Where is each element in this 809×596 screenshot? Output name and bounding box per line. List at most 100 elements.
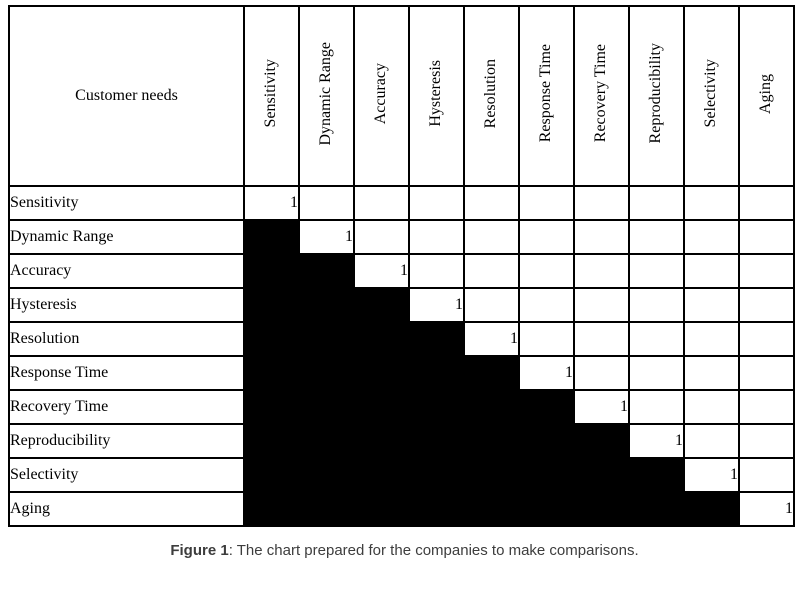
row-label-aging: Aging <box>8 491 245 527</box>
empty-cell-response-time-selectivity <box>683 355 740 391</box>
empty-cell-sensitivity-recovery-time <box>573 185 630 221</box>
table-row-selectivity: Selectivity 1 <box>8 457 795 493</box>
header-row: Customer needs Sensitivity Dynamic Range A… <box>8 5 795 187</box>
empty-cell-accuracy-selectivity <box>683 253 740 289</box>
column-header-label: Aging <box>757 73 775 114</box>
column-header-reproducibility: Reproducibility <box>628 5 685 187</box>
filled-cell-recovery-time-dynamic-range <box>298 389 355 425</box>
diagonal-cell-hysteresis: 1 <box>408 287 465 323</box>
table-row-accuracy: Accuracy 1 <box>8 253 795 289</box>
filled-cell-accuracy-dynamic-range <box>298 253 355 289</box>
empty-cell-hysteresis-aging <box>738 287 795 323</box>
comparison-matrix-table: Customer needs Sensitivity Dynamic Range A… <box>8 5 795 527</box>
empty-cell-reproducibility-aging <box>738 423 795 459</box>
column-header-label: Dynamic Range <box>317 41 335 146</box>
row-label-response-time: Response Time <box>8 355 245 391</box>
filled-cell-aging-selectivity <box>683 491 740 527</box>
diagonal-cell-reproducibility: 1 <box>628 423 685 459</box>
column-header-dynamic-range: Dynamic Range <box>298 5 355 187</box>
empty-cell-accuracy-resolution <box>463 253 520 289</box>
filled-cell-recovery-time-sensitivity <box>243 389 300 425</box>
filled-cell-selectivity-sensitivity <box>243 457 300 493</box>
row-label-accuracy: Accuracy <box>8 253 245 289</box>
filled-cell-reproducibility-dynamic-range <box>298 423 355 459</box>
diagonal-cell-recovery-time: 1 <box>573 389 630 425</box>
filled-cell-aging-reproducibility <box>628 491 685 527</box>
empty-cell-sensitivity-response-time <box>518 185 575 221</box>
column-header-response-time: Response Time <box>518 5 575 187</box>
empty-cell-resolution-recovery-time <box>573 321 630 357</box>
column-header-sensitivity: Sensitivity <box>243 5 300 187</box>
table-row-dynamic-range: Dynamic Range 1 <box>8 219 795 255</box>
empty-cell-accuracy-aging <box>738 253 795 289</box>
filled-cell-resolution-accuracy <box>353 321 410 357</box>
filled-cell-hysteresis-sensitivity <box>243 287 300 323</box>
empty-cell-sensitivity-aging <box>738 185 795 221</box>
row-label-selectivity: Selectivity <box>8 457 245 493</box>
figure-caption-text: : The chart prepared for the companies t… <box>228 542 639 559</box>
filled-cell-recovery-time-accuracy <box>353 389 410 425</box>
empty-cell-dynamic-range-recovery-time <box>573 219 630 255</box>
column-header-selectivity: Selectivity <box>683 5 740 187</box>
filled-cell-response-time-hysteresis <box>408 355 465 391</box>
diagonal-cell-sensitivity: 1 <box>243 185 300 221</box>
filled-cell-aging-accuracy <box>353 491 410 527</box>
empty-cell-accuracy-response-time <box>518 253 575 289</box>
filled-cell-dynamic-range-sensitivity <box>243 219 300 255</box>
filled-cell-response-time-accuracy <box>353 355 410 391</box>
row-label-reproducibility: Reproducibility <box>8 423 245 459</box>
filled-cell-aging-response-time <box>518 491 575 527</box>
filled-cell-selectivity-resolution <box>463 457 520 493</box>
empty-cell-accuracy-reproducibility <box>628 253 685 289</box>
filled-cell-aging-recovery-time <box>573 491 630 527</box>
filled-cell-recovery-time-response-time <box>518 389 575 425</box>
empty-cell-dynamic-range-selectivity <box>683 219 740 255</box>
diagonal-cell-accuracy: 1 <box>353 253 410 289</box>
empty-cell-recovery-time-selectivity <box>683 389 740 425</box>
figure-caption: Figure 1: The chart prepared for the com… <box>0 542 809 559</box>
diagonal-cell-dynamic-range: 1 <box>298 219 355 255</box>
table-row-response-time: Response Time 1 <box>8 355 795 391</box>
empty-cell-dynamic-range-aging <box>738 219 795 255</box>
row-label-recovery-time: Recovery Time <box>8 389 245 425</box>
column-header-aging: Aging <box>738 5 795 187</box>
filled-cell-recovery-time-resolution <box>463 389 520 425</box>
empty-cell-resolution-reproducibility <box>628 321 685 357</box>
filled-cell-reproducibility-recovery-time <box>573 423 630 459</box>
filled-cell-hysteresis-accuracy <box>353 287 410 323</box>
table-row-hysteresis: Hysteresis 1 <box>8 287 795 323</box>
table-row-aging: Aging 1 <box>8 491 795 527</box>
filled-cell-selectivity-response-time <box>518 457 575 493</box>
empty-cell-hysteresis-resolution <box>463 287 520 323</box>
filled-cell-reproducibility-hysteresis <box>408 423 465 459</box>
column-header-label: Recovery Time <box>592 44 610 143</box>
empty-cell-dynamic-range-resolution <box>463 219 520 255</box>
empty-cell-accuracy-hysteresis <box>408 253 465 289</box>
empty-cell-sensitivity-dynamic-range <box>298 185 355 221</box>
filled-cell-reproducibility-resolution <box>463 423 520 459</box>
filled-cell-resolution-sensitivity <box>243 321 300 357</box>
matrix-body: Sensitivity 1 Dynamic Range 1 Accuracy 1 Hyste… <box>8 185 795 527</box>
empty-cell-hysteresis-reproducibility <box>628 287 685 323</box>
column-header-hysteresis: Hysteresis <box>408 5 465 187</box>
filled-cell-response-time-dynamic-range <box>298 355 355 391</box>
column-header-label: Accuracy <box>372 62 390 125</box>
empty-cell-hysteresis-response-time <box>518 287 575 323</box>
column-header-recovery-time: Recovery Time <box>573 5 630 187</box>
empty-cell-response-time-aging <box>738 355 795 391</box>
column-header-accuracy: Accuracy <box>353 5 410 187</box>
empty-cell-dynamic-range-reproducibility <box>628 219 685 255</box>
empty-cell-sensitivity-selectivity <box>683 185 740 221</box>
empty-cell-response-time-recovery-time <box>573 355 630 391</box>
empty-cell-hysteresis-recovery-time <box>573 287 630 323</box>
table-row-resolution: Resolution 1 <box>8 321 795 357</box>
filled-cell-accuracy-sensitivity <box>243 253 300 289</box>
corner-cell-customer-needs: Customer needs <box>8 5 245 187</box>
empty-cell-hysteresis-selectivity <box>683 287 740 323</box>
table-row-reproducibility: Reproducibility 1 <box>8 423 795 459</box>
column-header-resolution: Resolution <box>463 5 520 187</box>
filled-cell-selectivity-reproducibility <box>628 457 685 493</box>
column-header-label: Response Time <box>537 44 555 143</box>
filled-cell-recovery-time-hysteresis <box>408 389 465 425</box>
diagonal-cell-resolution: 1 <box>463 321 520 357</box>
